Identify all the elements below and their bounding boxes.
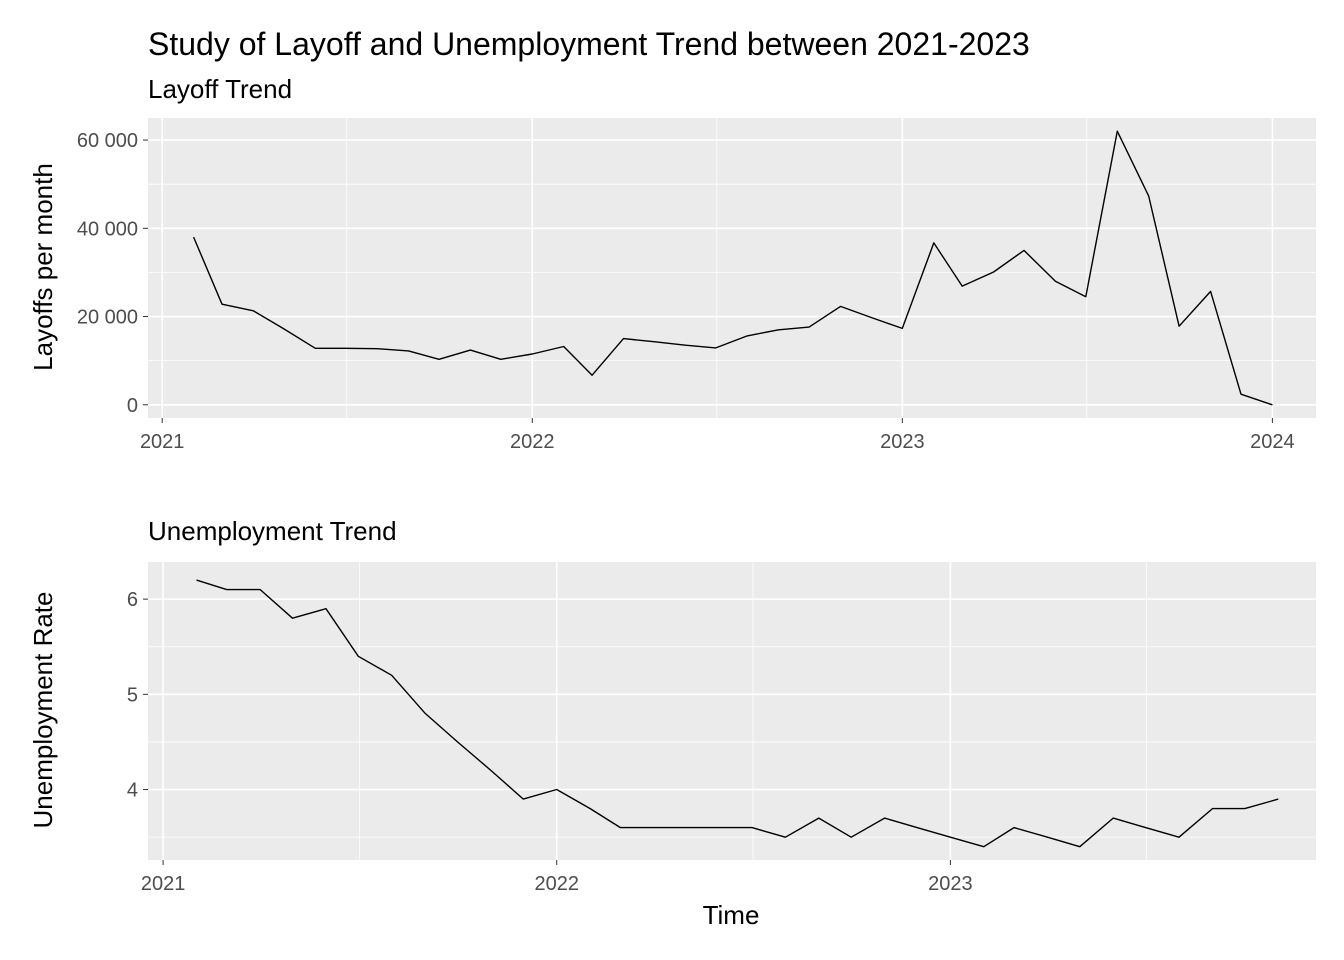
- layoff-y-tick-label: 60 000: [77, 130, 138, 152]
- layoff-x-tick-label: 2022: [510, 431, 555, 453]
- unemployment-x-tick-label: 2023: [928, 873, 973, 895]
- layoff-series-line: [192, 130, 1273, 406]
- chart-title: Study of Layoff and Unemployment Trend b…: [148, 26, 1030, 62]
- layoff-y-axis-label: Layoffs per month: [28, 163, 58, 371]
- unemployment-y-axis-label: Unemployment Rate: [28, 592, 58, 829]
- layoff-subtitle: Layoff Trend: [148, 74, 292, 104]
- unemployment-y-tick-label: 6: [127, 589, 138, 611]
- layoff-x-tick-label: 2023: [880, 431, 925, 453]
- layoff-x-tick-label: 2024: [1250, 431, 1295, 453]
- unemployment-trend-panel: 4 5 6 2021 2022 2023 Unemployment Trend Unemp…: [28, 516, 1316, 930]
- layoff-y-tick-label: 40 000: [77, 218, 138, 240]
- unemployment-subtitle: Unemployment Trend: [148, 516, 397, 546]
- time-x-axis-label: Time: [703, 900, 760, 930]
- unemployment-x-tick-label: 2022: [534, 873, 579, 895]
- layoff-x-tick-label: 2021: [140, 431, 185, 453]
- unemployment-series-line: [196, 579, 1279, 848]
- layoff-y-tick-label: 0: [127, 395, 138, 417]
- unemployment-x-tick-label: 2021: [141, 873, 186, 895]
- unemployment-y-tick-label: 5: [127, 684, 138, 706]
- unemployment-y-tick-label: 4: [127, 780, 138, 802]
- layoff-y-tick-label: 20 000: [77, 307, 138, 329]
- unemployment-panel-background: [148, 562, 1316, 860]
- layoff-trend-panel: 0 20 000 40 000 60 000 2021 2022 2023 2024 Layo…: [28, 74, 1316, 453]
- layoff-panel-background: [148, 118, 1316, 418]
